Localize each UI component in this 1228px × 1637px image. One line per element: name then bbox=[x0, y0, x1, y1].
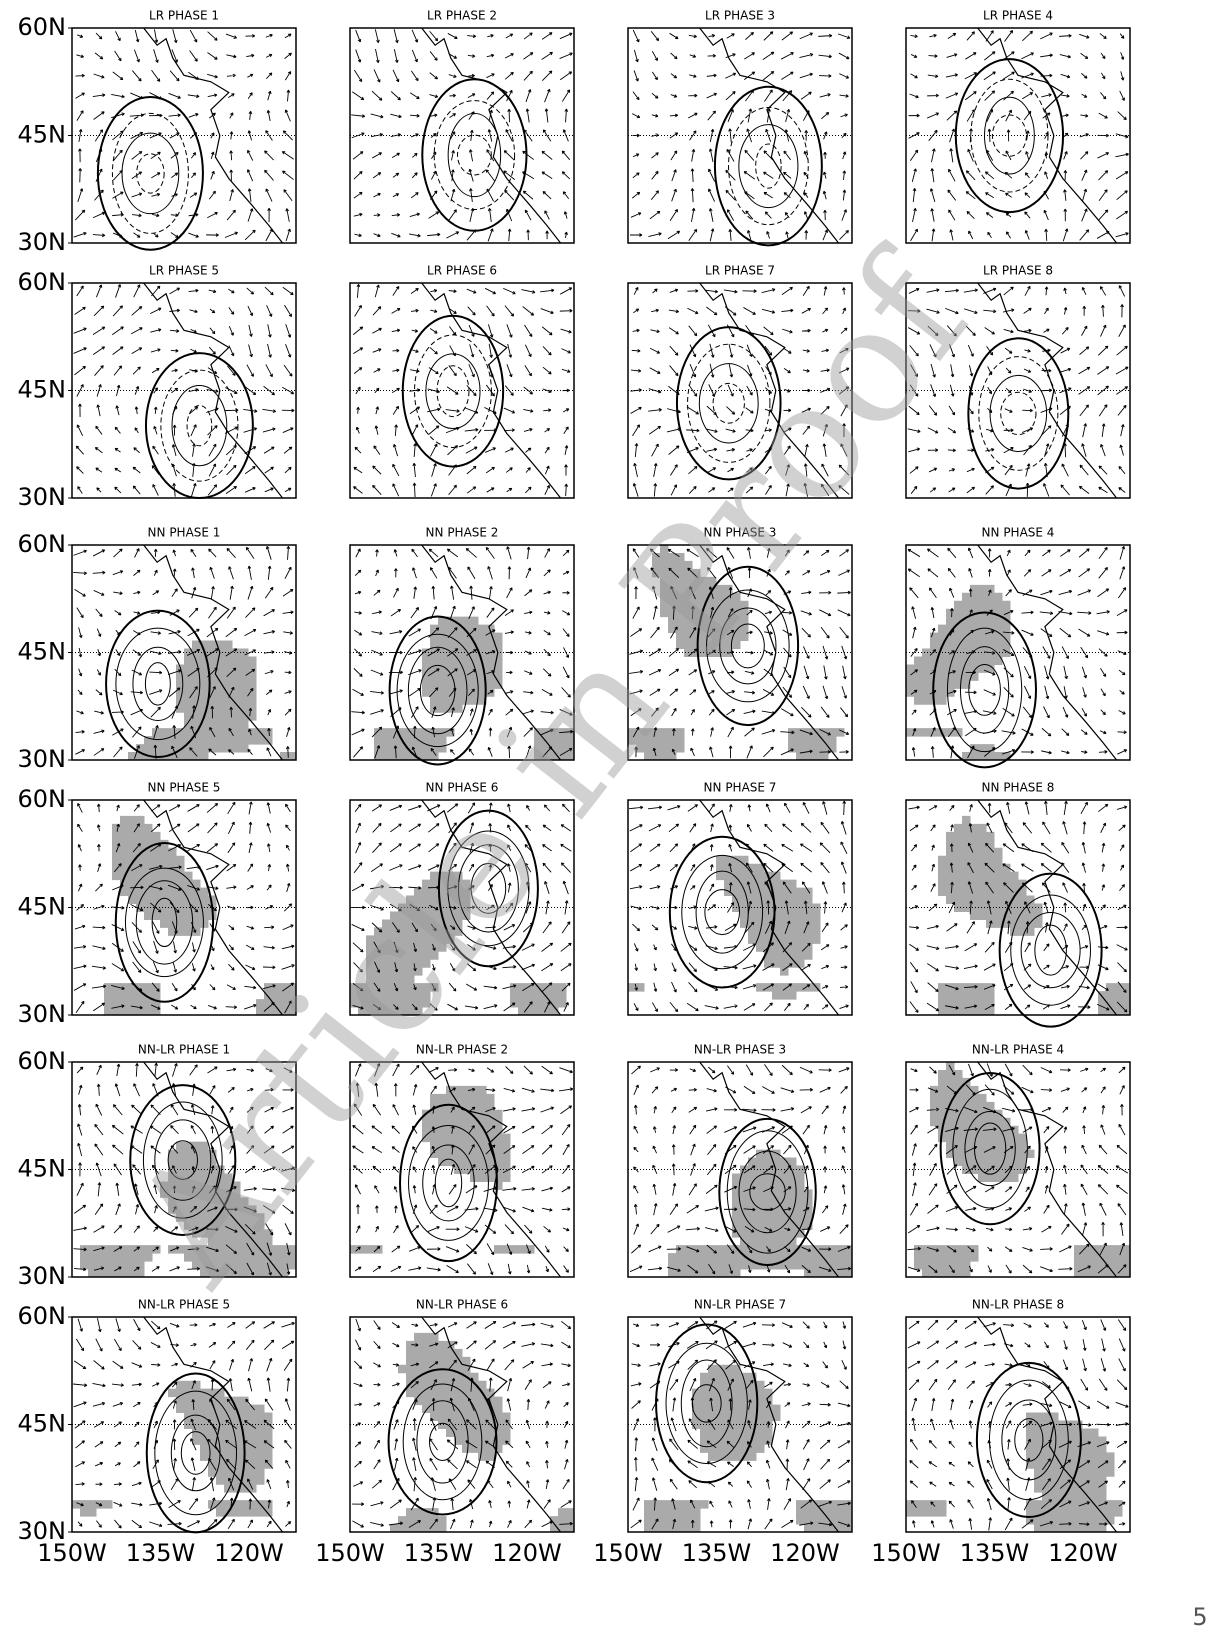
contour bbox=[145, 663, 170, 706]
y-axis-label: 45N bbox=[18, 1410, 67, 1438]
map-panel: LR PHASE 4 bbox=[906, 9, 1130, 244]
x-axis-label: 135W bbox=[960, 1539, 1030, 1567]
x-axis-label: 150W bbox=[37, 1539, 107, 1567]
map-panel: NN-LR PHASE 6 bbox=[350, 1298, 575, 1533]
map-panel: LR PHASE 2 bbox=[350, 9, 574, 244]
panel-title: LR PHASE 6 bbox=[427, 264, 497, 278]
panel-title: NN PHASE 2 bbox=[426, 526, 499, 540]
shading bbox=[72, 1381, 273, 1517]
y-axis-label: 45N bbox=[18, 893, 67, 921]
panel-title: NN-LR PHASE 8 bbox=[972, 1298, 1064, 1312]
y-axis-label: 45N bbox=[18, 121, 67, 149]
panel-title: LR PHASE 4 bbox=[983, 9, 1053, 23]
watermark: Article in Proof bbox=[95, 220, 1009, 1317]
contour bbox=[122, 133, 179, 214]
y-axis-label: 45N bbox=[18, 638, 67, 666]
contour bbox=[990, 375, 1046, 451]
y-axis-label: 60N bbox=[18, 1302, 67, 1330]
panel-title: NN PHASE 8 bbox=[982, 781, 1055, 795]
contour bbox=[448, 113, 500, 196]
panel-title: LR PHASE 1 bbox=[149, 9, 219, 23]
panel-title: LR PHASE 3 bbox=[705, 9, 775, 23]
panel-title: LR PHASE 5 bbox=[149, 264, 219, 278]
contour bbox=[434, 101, 514, 210]
map-panel: NN-LR PHASE 4 bbox=[906, 1043, 1131, 1278]
contour bbox=[422, 79, 526, 230]
x-axis-label: 120W bbox=[492, 1539, 562, 1567]
x-axis-label: 150W bbox=[593, 1539, 663, 1567]
panel-title: NN PHASE 4 bbox=[982, 526, 1055, 540]
map-panel: NN PHASE 1 bbox=[72, 526, 297, 761]
panel-title: NN-LR PHASE 4 bbox=[972, 1043, 1064, 1057]
panel-title: NN-LR PHASE 6 bbox=[416, 1298, 508, 1312]
y-axis-label: 30N bbox=[18, 745, 67, 773]
contour bbox=[971, 79, 1048, 192]
panel-title: NN-LR PHASE 7 bbox=[694, 1298, 786, 1312]
x-axis-label: 120W bbox=[214, 1539, 284, 1567]
panel-title: LR PHASE 7 bbox=[705, 264, 775, 278]
y-axis-label: 30N bbox=[18, 1000, 67, 1028]
panel-title: NN PHASE 5 bbox=[148, 781, 221, 795]
map-panel: NN PHASE 4 bbox=[906, 526, 1130, 768]
contour bbox=[1035, 925, 1067, 975]
y-axis-label: 60N bbox=[18, 13, 67, 41]
panel-title: NN-LR PHASE 5 bbox=[138, 1298, 230, 1312]
figure: LR PHASE 1 60N 45N 30N LR PHASE 2 LR PHASE 3 L… bbox=[0, 0, 1228, 1637]
map-panel: NN-LR PHASE 7 bbox=[628, 1298, 853, 1533]
map-panel: LR PHASE 3 bbox=[628, 9, 852, 246]
map-panel: LR PHASE 6 bbox=[350, 264, 574, 499]
page-number: 5 bbox=[1192, 1603, 1207, 1631]
panel-title: NN-LR PHASE 3 bbox=[694, 1043, 786, 1057]
y-axis-label: 60N bbox=[18, 530, 67, 558]
y-axis-label: 30N bbox=[18, 228, 67, 256]
panel-title: NN PHASE 7 bbox=[704, 781, 777, 795]
contour bbox=[98, 97, 203, 250]
x-axis-label: 120W bbox=[1048, 1539, 1118, 1567]
map-panel: NN PHASE 8 bbox=[906, 781, 1131, 1027]
contour bbox=[1011, 895, 1091, 1005]
y-axis-label: 30N bbox=[18, 483, 67, 511]
map-panel: NN PHASE 5 bbox=[72, 781, 297, 1016]
y-axis-label: 45N bbox=[18, 1155, 67, 1183]
y-axis-label: 60N bbox=[18, 1047, 67, 1075]
shading bbox=[128, 641, 297, 761]
contour bbox=[992, 115, 1026, 156]
contour bbox=[457, 135, 491, 175]
x-axis-label: 120W bbox=[770, 1539, 840, 1567]
map-panel: NN-LR PHASE 5 bbox=[72, 1298, 296, 1533]
contour bbox=[146, 353, 253, 498]
map-panel: LR PHASE 1 bbox=[72, 9, 296, 250]
y-axis-label: 60N bbox=[18, 785, 67, 813]
y-axis-label: 30N bbox=[18, 1262, 67, 1290]
map-panel: NN-LR PHASE 8 bbox=[906, 1298, 1130, 1533]
contour bbox=[435, 1159, 461, 1207]
x-axis-label: 150W bbox=[871, 1539, 941, 1567]
panel-title: LR PHASE 8 bbox=[983, 264, 1053, 278]
panel-title: LR PHASE 2 bbox=[427, 9, 497, 23]
shading bbox=[938, 816, 1131, 1016]
x-axis-label: 150W bbox=[315, 1539, 385, 1567]
map-panel: NN PHASE 7 bbox=[628, 781, 852, 1016]
map-panel: NN-LR PHASE 3 bbox=[628, 1043, 853, 1278]
x-axis-label: 135W bbox=[404, 1539, 474, 1567]
contour bbox=[956, 59, 1063, 212]
panel-title: NN PHASE 1 bbox=[148, 526, 221, 540]
x-axis-label: 135W bbox=[126, 1539, 196, 1567]
y-axis-label: 60N bbox=[18, 268, 67, 296]
map-panel: LR PHASE 5 bbox=[72, 264, 296, 499]
x-axis-label: 135W bbox=[682, 1539, 752, 1567]
y-axis-label: 45N bbox=[18, 376, 67, 404]
